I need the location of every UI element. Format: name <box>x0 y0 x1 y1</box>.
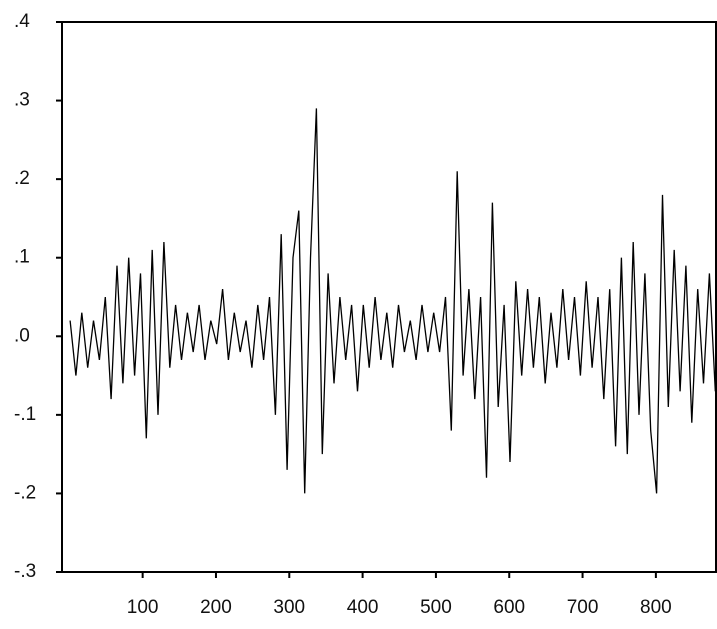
x-tick-label: 600 <box>493 597 525 618</box>
x-tick-label: 300 <box>273 597 305 618</box>
y-tick-label: -.3 <box>14 561 36 582</box>
series-line <box>69 108 716 494</box>
x-tick-label: 400 <box>347 597 379 618</box>
y-tick-label: -.2 <box>14 482 36 503</box>
x-tick-label: 700 <box>567 597 599 618</box>
y-tick-label: .1 <box>14 247 30 268</box>
plot-frame <box>61 21 717 573</box>
y-tick-label: -.1 <box>14 404 36 425</box>
y-tick-label: .3 <box>14 90 30 111</box>
y-tick-label: .4 <box>14 11 30 32</box>
y-tick-label: .0 <box>14 325 30 346</box>
x-tick-label: 500 <box>420 597 452 618</box>
y-tick-label: .2 <box>14 168 30 189</box>
x-tick-label: 800 <box>640 597 672 618</box>
x-tick-label: 200 <box>200 597 232 618</box>
x-tick-label: 100 <box>127 597 159 618</box>
